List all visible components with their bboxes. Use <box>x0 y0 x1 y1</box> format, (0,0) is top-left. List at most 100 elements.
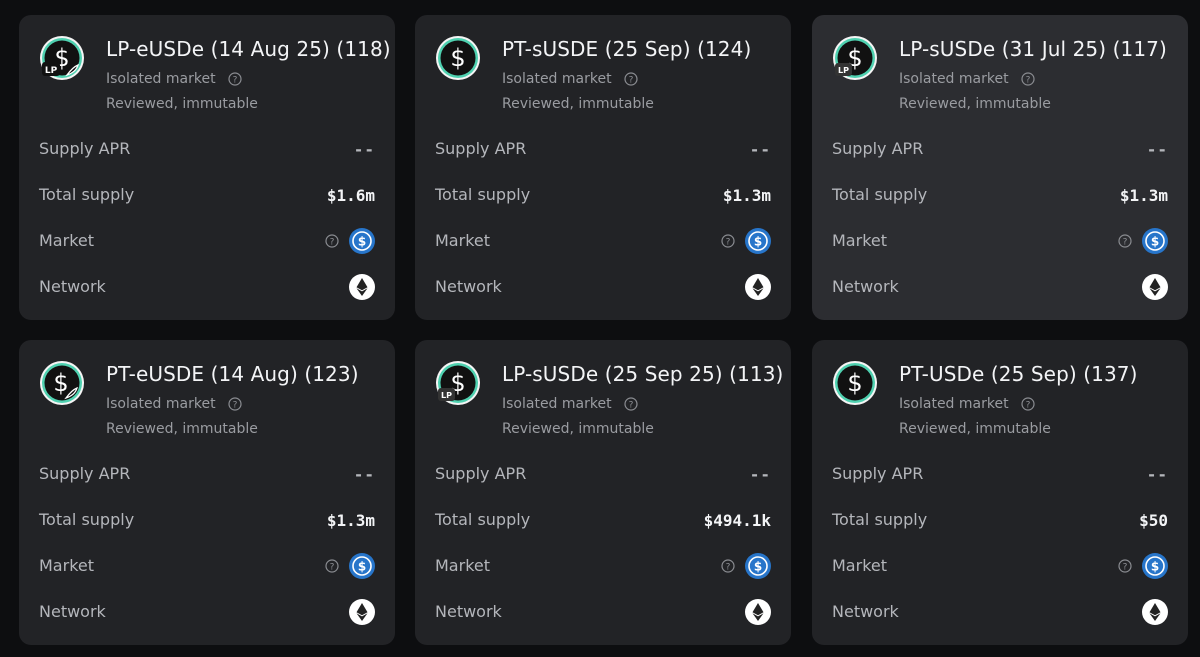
svg-text:$: $ <box>358 560 366 574</box>
help-icon[interactable]: ? <box>721 559 735 573</box>
supply-apr-value: -- <box>749 140 771 159</box>
supply-apr-label: Supply APR <box>39 139 131 158</box>
svg-text:?: ? <box>232 401 237 411</box>
help-icon[interactable]: ? <box>721 234 735 248</box>
help-icon[interactable]: ? <box>227 72 242 86</box>
reviewed-label: Reviewed, immutable <box>899 96 1051 112</box>
market-label: Market <box>39 231 94 250</box>
vault-title: PT-USDe (25 Sep) (137) <box>899 362 1138 386</box>
svg-text:?: ? <box>1025 76 1030 86</box>
svg-text:$: $ <box>754 235 762 249</box>
total-supply-value: $1.3m <box>326 511 375 530</box>
reviewed-label: Reviewed, immutable <box>106 96 258 112</box>
svg-text:?: ? <box>628 401 633 411</box>
isolated-market-text: Isolated market <box>502 71 612 87</box>
svg-text:?: ? <box>726 563 731 573</box>
network-label: Network <box>435 277 502 296</box>
svg-text:$: $ <box>754 560 762 574</box>
network-label: Network <box>832 277 899 296</box>
market-label: Market <box>832 231 887 250</box>
reviewed-label: Reviewed, immutable <box>899 421 1051 437</box>
ethereum-icon <box>745 599 771 625</box>
help-icon[interactable]: ? <box>325 559 339 573</box>
isolated-market-label: Isolated market ? <box>502 71 638 87</box>
total-supply-value: $494.1k <box>703 511 771 530</box>
isolated-market-text: Isolated market <box>106 71 216 87</box>
svg-text:?: ? <box>628 76 633 86</box>
vault-card[interactable]: $ PT-sUSDE (25 Sep) (124) Isolated marke… <box>415 15 791 320</box>
lp-susde-token-icon: $ LP <box>833 36 877 80</box>
svg-text:$: $ <box>53 369 68 397</box>
svg-text:?: ? <box>1123 238 1128 248</box>
lp-susde-token-icon: $ LP <box>436 361 480 405</box>
help-icon[interactable]: ? <box>623 397 638 411</box>
svg-text:$: $ <box>358 235 366 249</box>
svg-text:?: ? <box>726 238 731 248</box>
isolated-market-label: Isolated market ? <box>899 396 1035 412</box>
vault-title: PT-sUSDE (25 Sep) (124) <box>502 37 752 61</box>
supply-apr-label: Supply APR <box>832 139 924 158</box>
usdc-icon: $ <box>349 553 375 579</box>
svg-text:?: ? <box>330 563 335 573</box>
eusde-token-icon: $ <box>40 361 84 405</box>
network-label: Network <box>435 602 502 621</box>
network-label: Network <box>39 602 106 621</box>
ethereum-icon <box>745 274 771 300</box>
help-icon[interactable]: ? <box>1118 559 1132 573</box>
supply-apr-value: -- <box>353 140 375 159</box>
supply-apr-value: -- <box>1146 465 1168 484</box>
svg-text:?: ? <box>1123 563 1128 573</box>
supply-apr-value: -- <box>749 465 771 484</box>
help-icon[interactable]: ? <box>227 397 242 411</box>
help-icon[interactable]: ? <box>623 72 638 86</box>
svg-text:?: ? <box>330 238 335 248</box>
market-label: Market <box>832 556 887 575</box>
total-supply-label: Total supply <box>435 185 531 204</box>
svg-text:LP: LP <box>441 391 452 400</box>
vault-card[interactable]: $ PT-USDe (25 Sep) (137) Isolated market… <box>812 340 1188 645</box>
isolated-market-text: Isolated market <box>502 396 612 412</box>
supply-apr-label: Supply APR <box>435 464 527 483</box>
reviewed-label: Reviewed, immutable <box>502 96 654 112</box>
svg-text:$: $ <box>847 369 862 397</box>
ethereum-icon <box>349 274 375 300</box>
usdc-icon: $ <box>745 228 771 254</box>
help-icon[interactable]: ? <box>325 234 339 248</box>
isolated-market-text: Isolated market <box>899 396 1009 412</box>
total-supply-label: Total supply <box>832 185 928 204</box>
vault-card[interactable]: $ LP LP-sUSDe (25 Sep 25) (113) Isolated… <box>415 340 791 645</box>
isolated-market-label: Isolated market ? <box>502 396 638 412</box>
market-label: Market <box>39 556 94 575</box>
reviewed-label: Reviewed, immutable <box>106 421 258 437</box>
usde-token-icon: $ <box>833 361 877 405</box>
total-supply-value: $1.6m <box>326 186 375 205</box>
total-supply-value: $1.3m <box>1119 186 1168 205</box>
help-icon[interactable]: ? <box>1020 397 1035 411</box>
svg-text:$: $ <box>1151 560 1159 574</box>
usdc-icon: $ <box>1142 553 1168 579</box>
usdc-icon: $ <box>1142 228 1168 254</box>
market-label: Market <box>435 556 490 575</box>
total-supply-label: Total supply <box>39 510 135 529</box>
vault-card[interactable]: $ PT-eUSDE (14 Aug) (123) Isolated marke… <box>19 340 395 645</box>
vault-title: LP-sUSDe (25 Sep 25) (113) <box>502 362 784 386</box>
supply-apr-label: Supply APR <box>435 139 527 158</box>
network-label: Network <box>832 602 899 621</box>
isolated-market-label: Isolated market ? <box>899 71 1035 87</box>
usdc-icon: $ <box>349 228 375 254</box>
isolated-market-text: Isolated market <box>106 396 216 412</box>
total-supply-label: Total supply <box>832 510 928 529</box>
ethereum-icon <box>349 599 375 625</box>
svg-text:$: $ <box>1151 235 1159 249</box>
vault-card[interactable]: $ LP LP-eUSDe (14 Aug 25) (118) Isolated… <box>19 15 395 320</box>
reviewed-label: Reviewed, immutable <box>502 421 654 437</box>
svg-text:LP: LP <box>45 66 58 76</box>
help-icon[interactable]: ? <box>1118 234 1132 248</box>
ethereum-icon <box>1142 274 1168 300</box>
susde-token-icon: $ <box>436 36 480 80</box>
vault-card[interactable]: $ LP LP-sUSDe (31 Jul 25) (117) Isolated… <box>812 15 1188 320</box>
svg-text:?: ? <box>1025 401 1030 411</box>
vault-title: LP-eUSDe (14 Aug 25) (118) <box>106 37 391 61</box>
help-icon[interactable]: ? <box>1020 72 1035 86</box>
